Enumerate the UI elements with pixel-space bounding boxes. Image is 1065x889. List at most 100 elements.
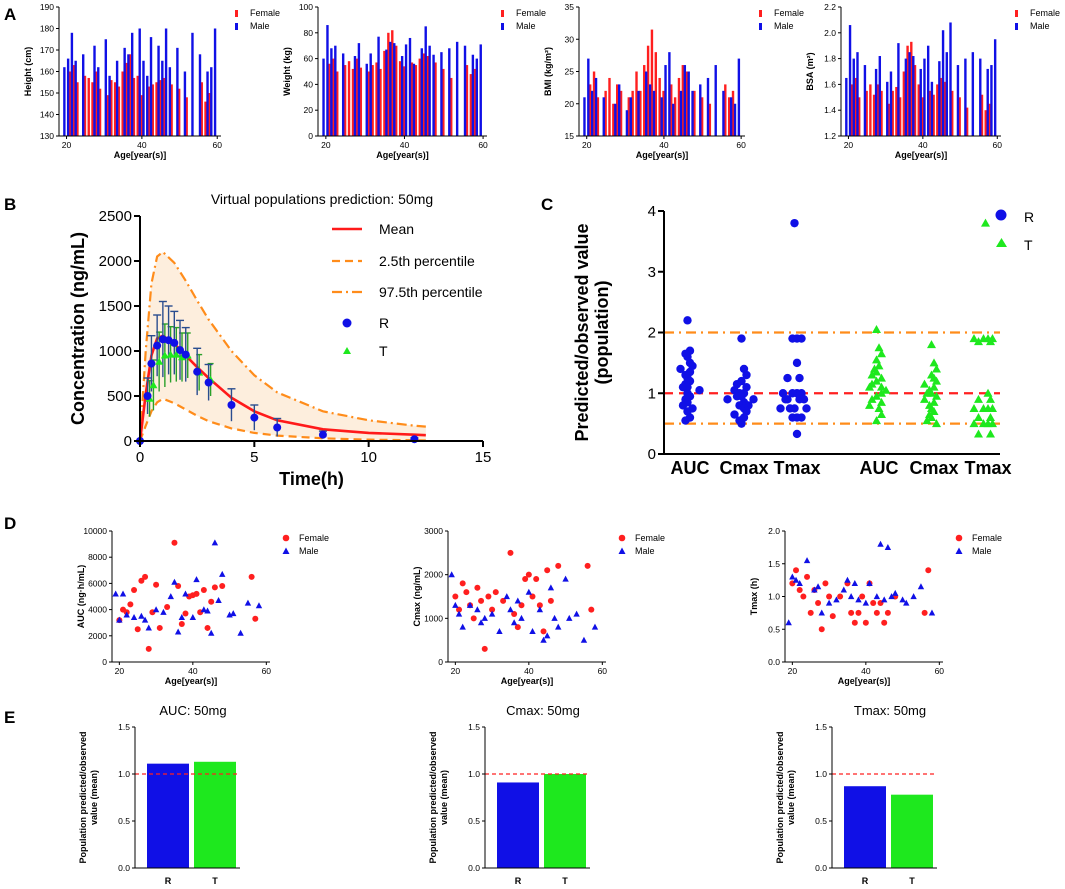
D1-point-female: [252, 615, 259, 622]
A1-bar-female: [208, 93, 211, 136]
A2-bar-male: [428, 45, 431, 137]
D2-point-female: [511, 610, 518, 617]
c-y-axis-title: Predicted/observed value: [572, 223, 592, 441]
b-point-r: [181, 350, 190, 359]
c-point-t: [969, 334, 979, 343]
D3-point-male: [803, 557, 811, 564]
D2-x-axis-title: Age[year(s)]: [501, 676, 554, 686]
A3-bar-male: [614, 103, 617, 136]
D3-point-female: [862, 619, 869, 626]
A2-bar-male: [440, 52, 443, 136]
D2-x-tick-label: 20: [451, 666, 461, 676]
c-legend-marker-t: [996, 238, 1007, 247]
A3-y-tick-label: 25: [565, 67, 575, 77]
c-point-t: [986, 413, 995, 422]
A2-x-tick-label: 60: [478, 140, 488, 150]
D2-y-axis-title: Cmax (ng/mL): [412, 566, 422, 626]
A4-bar-female: [880, 90, 883, 136]
A1-x-axis-title: Age[year(s)]: [114, 150, 167, 160]
A2-bar-female: [402, 66, 406, 136]
A2-bar-male: [330, 48, 333, 136]
D2-point-male: [566, 614, 573, 621]
c-point-r: [681, 416, 690, 425]
A2-bar-female: [332, 58, 335, 136]
D2-point-male: [540, 636, 547, 643]
A1-bar-female: [98, 88, 102, 136]
E2-y-tick-label: 0.5: [468, 816, 480, 826]
A4-bar-male: [845, 77, 848, 136]
A3-bar-female: [635, 71, 638, 136]
A2-bar-male: [432, 54, 435, 137]
A3-bar-male: [648, 84, 652, 136]
c-point-r: [678, 401, 688, 410]
E1-y-axis-title: value (mean): [89, 770, 99, 825]
D3-point-female: [851, 619, 858, 626]
A3-legend-swatch-female: [759, 10, 762, 17]
c-point-t: [929, 397, 939, 406]
b-legend-label: R: [379, 315, 389, 331]
c-point-t: [929, 382, 939, 391]
A1-bar-female: [106, 95, 109, 136]
b-point-t: [172, 350, 181, 358]
c-point-r: [730, 410, 739, 419]
D3-point-male: [847, 593, 855, 600]
c-point-r: [678, 382, 688, 392]
D3-point-female: [796, 586, 803, 593]
D2-y-tick-label: 0: [438, 657, 443, 667]
D1-point-male: [152, 606, 160, 613]
A1-bar-male: [210, 67, 213, 136]
A2-bar-female: [367, 71, 370, 136]
A2-bar-male: [420, 48, 423, 136]
D2-point-female: [470, 615, 477, 622]
A2-bar-female: [391, 30, 394, 136]
A1-bar-female: [177, 88, 181, 136]
D3-point-male: [785, 619, 792, 626]
D2-point-female: [481, 645, 488, 652]
A1-bar-female: [136, 75, 139, 136]
D3-point-male: [811, 586, 818, 593]
A2-legend-swatch-male: [501, 23, 504, 30]
D3-point-male: [873, 593, 881, 600]
A4-x-axis-title: Age[year(s)]: [895, 150, 948, 160]
c-point-t: [979, 403, 988, 412]
E1-y-axis-title: Population predicted/observed: [78, 731, 88, 863]
D2-point-female: [500, 597, 507, 604]
A2-bar-male: [404, 44, 408, 136]
b-point-r: [193, 367, 202, 376]
A1-bar-male: [146, 75, 149, 136]
A2-x-axis-title: Age[year(s)]: [376, 150, 429, 160]
A4-legend-swatch-female: [1015, 10, 1018, 17]
A1-bar-male: [157, 45, 160, 137]
c-point-t: [872, 416, 881, 425]
A2-bar-female: [351, 68, 355, 136]
A3-bar-female: [643, 65, 646, 136]
D2-y-tick-label: 3000: [424, 526, 443, 536]
D1-point-male: [255, 602, 263, 609]
D1-y-tick-label: 4000: [88, 605, 107, 615]
A4-bar-female: [932, 94, 935, 136]
A1-bar-female: [185, 97, 188, 136]
A1-bar-female: [110, 80, 113, 136]
A4-bar-male: [990, 65, 993, 136]
A3-bar-female: [662, 90, 665, 136]
A3-bar-female: [731, 90, 735, 136]
D3-y-tick-label: 0.0: [768, 657, 780, 667]
c-point-t: [872, 376, 881, 385]
D3-point-female: [925, 567, 932, 574]
A4-bar-female: [858, 97, 861, 136]
A1-bar-male: [115, 60, 119, 136]
D2-point-male: [591, 623, 599, 630]
A1-bar-male: [149, 37, 153, 136]
D3-point-male: [910, 593, 917, 600]
A4-bar-male: [926, 45, 930, 137]
D1-x-tick-label: 60: [262, 666, 272, 676]
D2-point-male: [455, 610, 463, 617]
c-point-t: [932, 376, 941, 385]
D1-point-male: [182, 590, 189, 597]
A1-y-tick-label: 170: [40, 45, 54, 55]
A2-y-tick-label: 20: [304, 105, 314, 115]
A3-bar-female: [670, 84, 673, 136]
A3-bar-female: [727, 97, 731, 136]
b-x-tick-label: 10: [360, 449, 377, 466]
c-point-t: [874, 361, 884, 370]
